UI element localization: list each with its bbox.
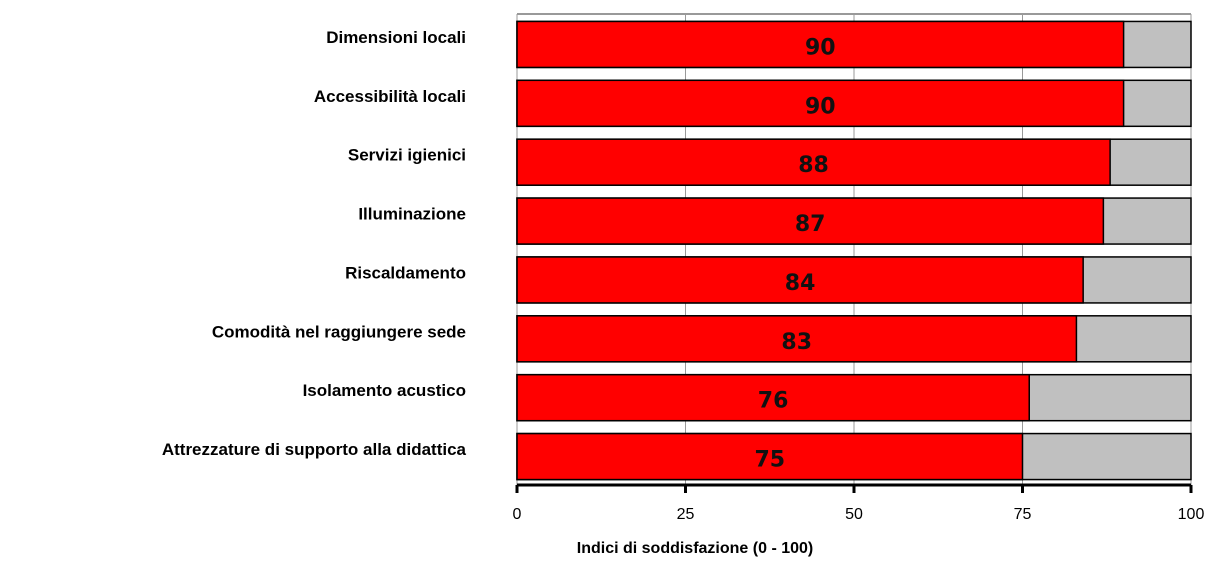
data-label: 84 xyxy=(785,271,816,296)
x-tick-label: 0 xyxy=(513,506,522,523)
data-label: 88 xyxy=(798,153,829,178)
data-label: 83 xyxy=(781,330,812,355)
x-tick-label: 75 xyxy=(1014,506,1032,523)
x-tick-label: 100 xyxy=(1178,506,1205,523)
data-label: 87 xyxy=(795,212,826,237)
data-label: 90 xyxy=(805,94,836,119)
bar xyxy=(516,256,1084,304)
y-tick-label: Servizi igienici xyxy=(348,146,466,165)
bar xyxy=(516,373,1030,422)
x-tick-label: 50 xyxy=(845,506,863,523)
x-tick-label: 25 xyxy=(677,506,695,523)
y-tick-label: Attrezzature di supporto alla didattica xyxy=(162,440,467,459)
data-label: 90 xyxy=(805,35,836,60)
y-tick-label: Illuminazione xyxy=(358,205,466,224)
y-tick-label: Isolamento acustico xyxy=(303,381,466,400)
bar xyxy=(516,315,1078,363)
bar xyxy=(516,197,1105,245)
y-tick-label: Accessibilità locali xyxy=(314,87,466,106)
x-axis-title: Indici di soddisfazione (0 - 100) xyxy=(577,540,813,557)
data-label: 75 xyxy=(754,448,785,473)
y-tick-label: Riscaldamento xyxy=(345,263,466,282)
bar xyxy=(516,79,1125,128)
y-tick-label: Dimensioni locali xyxy=(326,28,466,47)
bar xyxy=(516,138,1111,186)
y-tick-label: Comodità nel raggiungere sede xyxy=(212,322,466,341)
data-label: 76 xyxy=(758,389,789,414)
bar xyxy=(516,20,1125,69)
bar xyxy=(516,432,1024,481)
